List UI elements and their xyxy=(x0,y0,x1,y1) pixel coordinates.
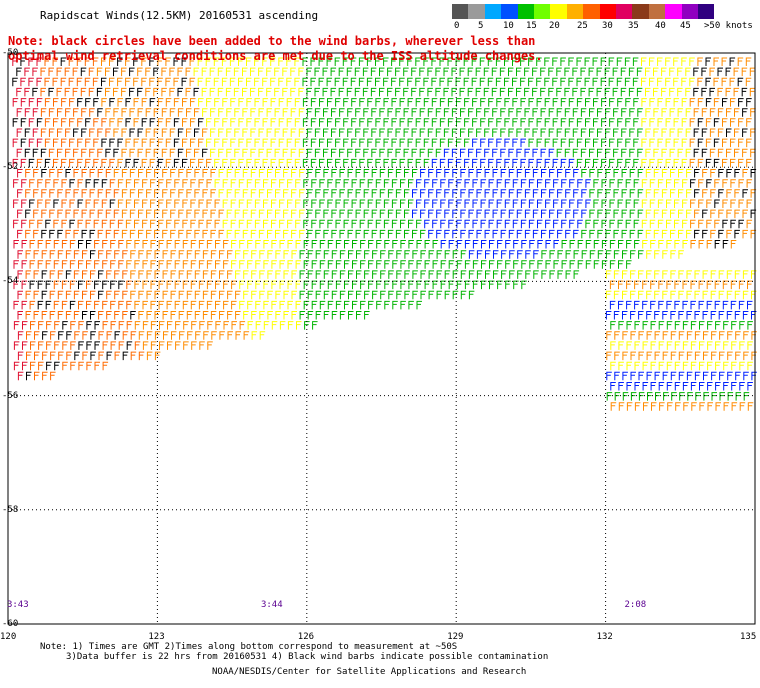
longitude-label: 132 xyxy=(596,632,613,642)
scale-label: >50 knots xyxy=(704,21,753,31)
scale-swatch xyxy=(648,4,666,19)
latitude-label: -54 xyxy=(2,276,19,287)
map-title: Rapidscat Winds(12.5KM) 20160531 ascendi… xyxy=(40,9,319,22)
scale-swatch xyxy=(616,4,633,19)
latitude-label: -50 xyxy=(2,48,19,58)
scale-label: 0 xyxy=(454,21,460,31)
scale-swatch xyxy=(468,4,485,19)
longitude-label: 135 xyxy=(740,632,757,642)
latitude-label: -56 xyxy=(2,390,19,401)
latitude-label: -58 xyxy=(2,504,19,515)
scale-swatch xyxy=(452,4,469,19)
scale-swatch xyxy=(583,4,600,19)
scale-label: 5 xyxy=(478,21,484,31)
scale-swatch xyxy=(665,4,682,19)
map-frame xyxy=(7,52,756,625)
scale-label: 45 xyxy=(680,21,691,31)
longitude-label: 120 xyxy=(0,632,17,642)
scale-label: 40 xyxy=(655,21,666,31)
footnote-line-1: Note: 1) Times are GMT 2)Times along bot… xyxy=(40,642,458,652)
scale-label: 10 xyxy=(503,21,514,31)
scale-swatch xyxy=(632,4,649,19)
scale-swatch xyxy=(599,4,616,19)
scale-label: 35 xyxy=(628,21,639,31)
credit-line: NOAA/NESDIS/Center for Satellite Applica… xyxy=(212,667,527,677)
scale-label: 15 xyxy=(526,21,537,31)
swath-time-label: 3:44 xyxy=(260,600,283,610)
scale-swatch xyxy=(566,4,584,19)
swath-time-label: 2:08 xyxy=(624,600,647,610)
longitude-label: 123 xyxy=(148,632,165,642)
contamination-note: Note: black circles have been added to t… xyxy=(8,34,543,63)
swath-time-label: 3:43 xyxy=(6,600,29,610)
scale-label: 25 xyxy=(577,21,588,31)
scale-swatch xyxy=(698,4,715,19)
longitude-label: 129 xyxy=(447,632,464,642)
lat-lon-grid xyxy=(8,53,755,624)
scale-label: 30 xyxy=(602,21,613,31)
footnote-line-2: 3)Data buffer is 22 hrs from 20160531 4)… xyxy=(66,652,549,662)
latitude-label: -52 xyxy=(2,162,19,173)
scale-label: 20 xyxy=(549,21,560,31)
latitude-label: -60 xyxy=(2,619,19,629)
scale-swatch xyxy=(484,4,502,19)
scale-swatch xyxy=(501,4,518,19)
scale-swatch xyxy=(517,4,534,19)
scale-swatch xyxy=(550,4,567,19)
longitude-label: 126 xyxy=(297,632,315,642)
scale-swatch xyxy=(681,4,698,19)
wind-barbs xyxy=(12,57,757,411)
scale-swatch xyxy=(534,4,551,19)
